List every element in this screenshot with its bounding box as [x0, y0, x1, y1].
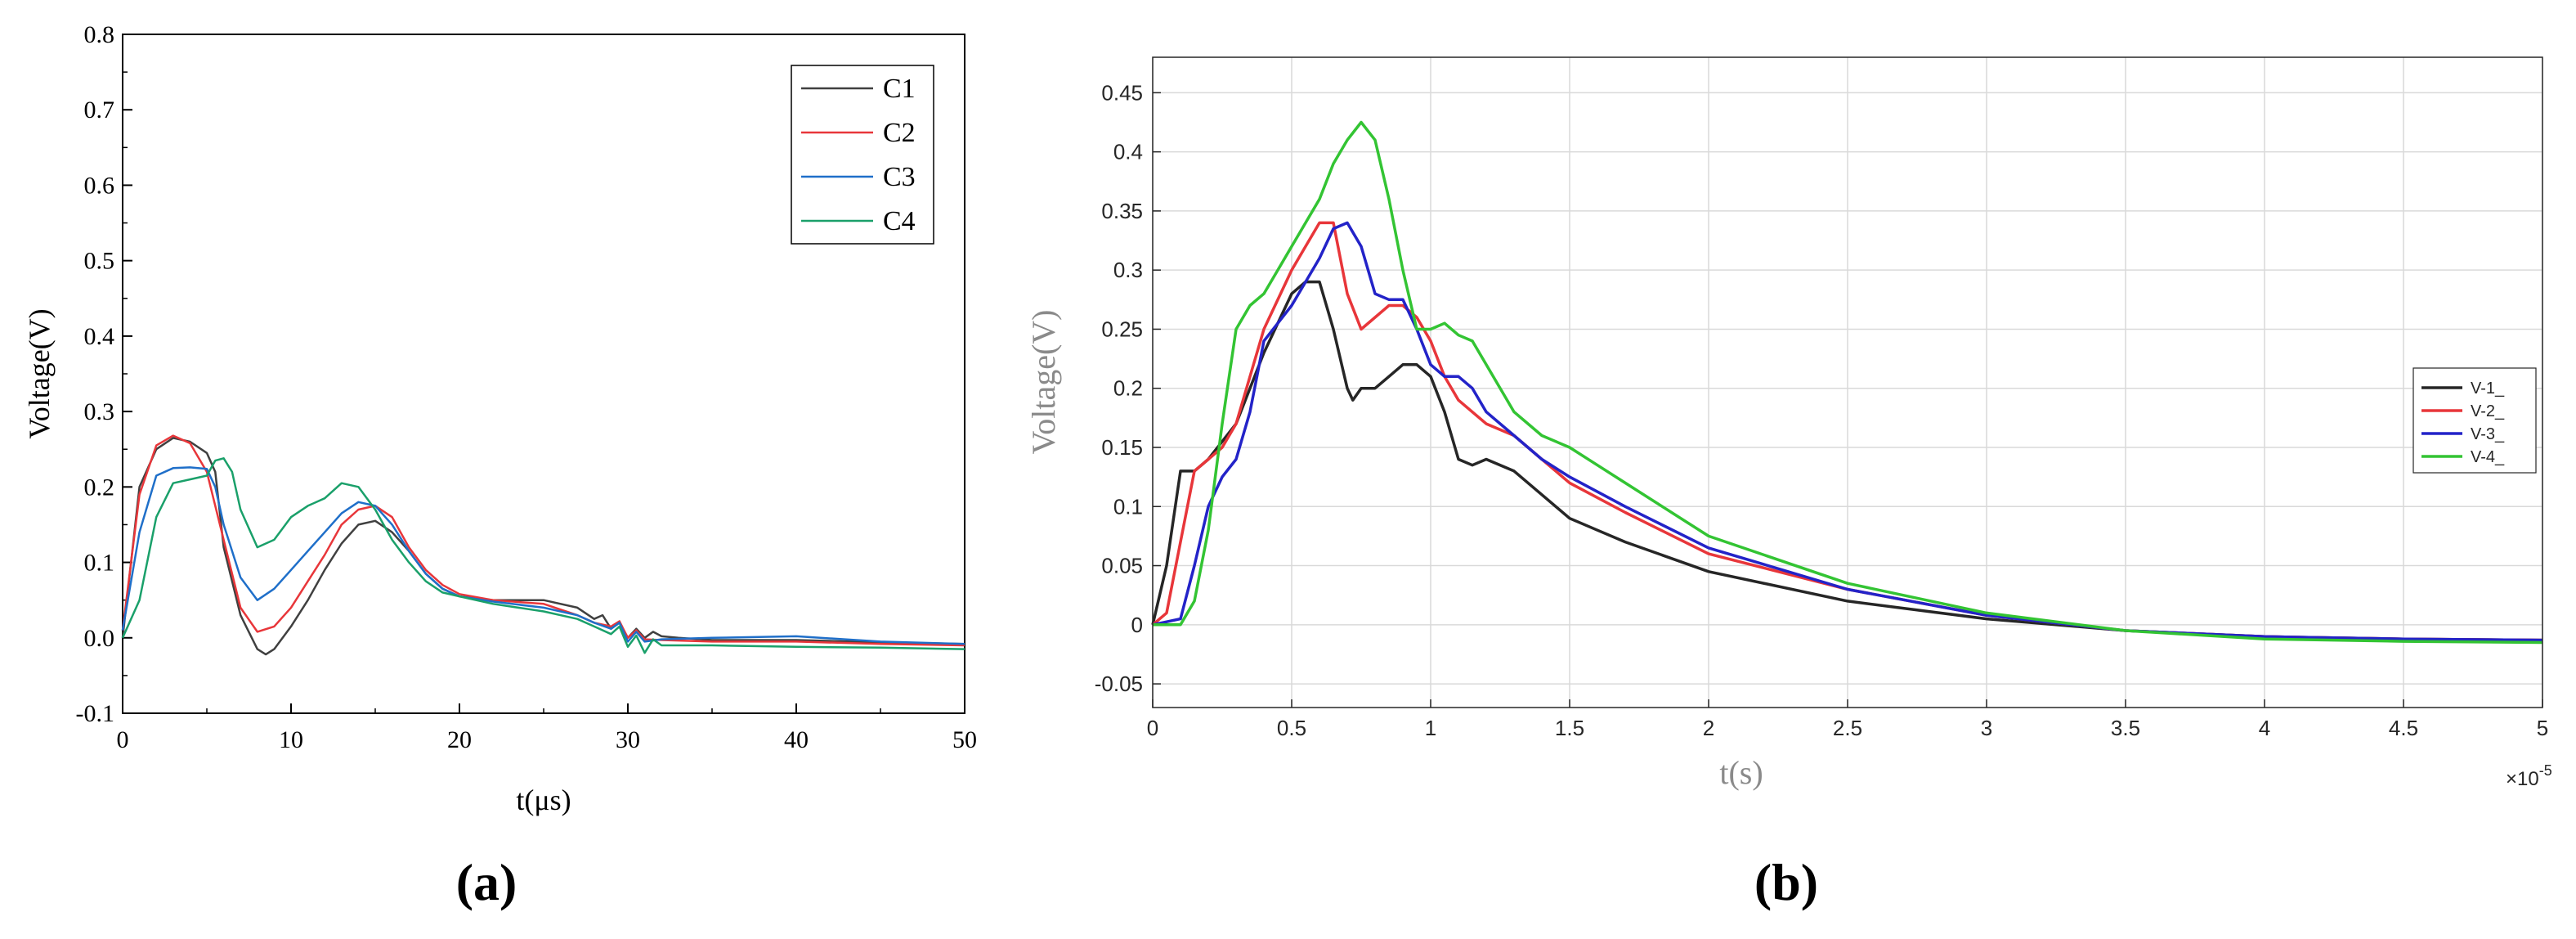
chart-b-y-tick-label: 0.05: [1101, 554, 1143, 578]
chart-b-plot-frame: [1152, 56, 2543, 708]
chart-b-y-tick-label: 0.45: [1101, 80, 1143, 105]
chart-b-y-tick-label: 0.35: [1101, 199, 1143, 223]
chart-a-x-tick-label: 10: [279, 726, 303, 753]
chart-b-x-multiplier-base: ×10: [2506, 768, 2539, 790]
chart-a-y-tick-label: 0.3: [84, 398, 115, 425]
chart-a-y-tick-label: 0.4: [84, 323, 115, 350]
chart-a-panel-label: (a): [456, 853, 517, 911]
chart-a-svg: 0 10 20 30 40 50 -0.1 0.0 0.1 0.2 0.3 0.4 0.5 0.6 0.7 0…: [23, 21, 978, 911]
chart-a-y-tick-label: 0.1: [84, 550, 115, 577]
chart-a-y-tick-label: 0.0: [84, 625, 115, 652]
chart-b-y-tick-label: 0.4: [1113, 140, 1143, 164]
chart-b-x-multiplier-exponent: -5: [2539, 762, 2552, 779]
chart-a-y-tick-label: 0.7: [84, 97, 115, 124]
chart-a-y-tick-label: 0.5: [84, 248, 115, 275]
chart-b-series-v-2: [1151, 221, 2543, 642]
chart-b-svg: 0 0.5 1 1.5 2 2.5 3 3.5 4 4.5 5-0.0500.050.10.150.…: [1025, 56, 2552, 911]
chart-b-x-tick-label: 3.5: [2111, 716, 2140, 740]
chart-a-y-tick-label: -0.1: [76, 700, 115, 727]
chart-a-series-c3: [121, 466, 965, 645]
chart-b-x-tick-label: 3: [1981, 716, 1992, 740]
chart-b-x-axis-label: t(s): [1719, 754, 1763, 791]
chart-a-series-c2: [121, 434, 965, 647]
chart-a-series-c1: [121, 437, 965, 656]
chart-b-y-tick-label: 0.15: [1101, 435, 1143, 460]
chart-a-x-axis-label: t(μs): [516, 784, 571, 816]
chart-a-x-tick-label: 0: [117, 726, 129, 753]
chart-a-ticks: 0 10 20 30 40 50 -0.1 0.0 0.1 0.2 0.3 0.4 0.5 0.6 0.7 0…: [76, 21, 978, 753]
chart-a-y-tick-label: 0.8: [84, 21, 115, 48]
chart-b-series-v-1: [1151, 280, 2543, 642]
chart-a-legend-label: C2: [883, 118, 916, 148]
chart-b-x-tick-label: 2.5: [1833, 716, 1862, 740]
chart-b-y-tick-label: -0.05: [1095, 672, 1143, 696]
chart-b-legend-label: V-2_: [2471, 402, 2505, 420]
chart-a-y-tick-label: 0.6: [84, 172, 115, 199]
chart-b-x-tick-label: 2: [1703, 716, 1714, 740]
chart-a-y-tick-label: 0.2: [84, 474, 115, 501]
chart-b-y-tick-label: 0.25: [1101, 317, 1143, 341]
chart-panel-a: 0 10 20 30 40 50 -0.1 0.0 0.1 0.2 0.3 0.4 0.5 0.6 0.7 0…: [0, 0, 1022, 939]
chart-b-y-tick-label: 0.3: [1113, 258, 1143, 282]
chart-b-panel-label: (b): [1754, 853, 1818, 911]
chart-a-legend-label: C1: [883, 74, 916, 104]
chart-b-x-tick-label: 4.5: [2389, 716, 2418, 740]
chart-a-legend-box: [791, 65, 934, 245]
chart-b-ticks: 0 0.5 1 1.5 2 2.5 3 3.5 4 4.5 5-0.0500.050.10.150.…: [1095, 80, 2549, 740]
chart-a-x-tick-label: 30: [616, 726, 640, 753]
chart-b-x-tick-label: 4: [2259, 716, 2270, 740]
chart-b-y-tick-label: 0.2: [1113, 376, 1143, 401]
chart-panel-b: 0 0.5 1 1.5 2 2.5 3 3.5 4 4.5 5 -0.05 0 0.05 0.1 0.15 0.…: [1022, 0, 2576, 939]
chart-a-x-tick-label: 50: [952, 726, 977, 753]
chart-b-legend-label: V-4_: [2471, 448, 2505, 466]
chart-b-legend-label: V-1_: [2471, 380, 2505, 398]
chart-b-series: [1151, 120, 2543, 645]
chart-a-series: [121, 434, 965, 656]
chart-b-y-axis-label: Voltage(V): [1025, 310, 1062, 455]
chart-b-series-v-4: [1153, 120, 2543, 645]
chart-a-series-c4: [121, 457, 965, 654]
chart-a-x-tick-label: 40: [784, 726, 809, 753]
chart-a-y-axis-label: Voltage(V): [23, 308, 56, 438]
chart-b-x-tick-label: 1.5: [1555, 716, 1584, 740]
chart-b-grid: [1152, 57, 2543, 708]
chart-b-x-tick-label: 5: [2537, 716, 2548, 740]
chart-b-legend: V-1_ V-2_ V-3_ V-4_: [2412, 367, 2537, 474]
chart-b-x-multiplier: ×10-5: [2506, 762, 2552, 790]
chart-a-legend-label: C3: [883, 162, 916, 192]
chart-b-legend-label: V-3_: [2471, 425, 2505, 443]
chart-b-y-tick-label: 0.1: [1113, 494, 1143, 519]
chart-b-y-tick-label: 0: [1131, 613, 1143, 637]
chart-b-x-tick-label: 0.5: [1277, 716, 1306, 740]
chart-a-legend-label: C4: [883, 206, 916, 236]
chart-b-x-tick-label: 1: [1425, 716, 1436, 740]
chart-a-x-tick-label: 20: [447, 726, 472, 753]
chart-b-x-tick-label: 0: [1147, 716, 1158, 740]
chart-a-legend: C1 C2 C3 C4: [791, 65, 934, 245]
